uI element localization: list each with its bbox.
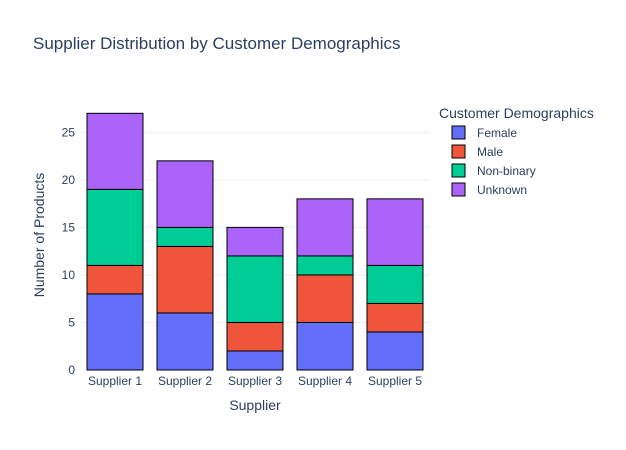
legend-swatch[interactable] xyxy=(451,163,466,178)
legend-title: Customer Demographics xyxy=(439,105,594,121)
bar-segment-non-binary xyxy=(296,255,354,276)
bar-segment-female xyxy=(296,321,354,371)
bars xyxy=(86,112,424,371)
y-tick-label: 10 xyxy=(62,268,76,282)
legend-label[interactable]: Male xyxy=(477,145,503,159)
legend-label[interactable]: Unknown xyxy=(477,183,527,197)
bar-segment-male xyxy=(86,264,144,295)
bar-segment-unknown xyxy=(366,198,424,266)
legend-swatch[interactable] xyxy=(451,182,466,197)
bar-segment-non-binary xyxy=(226,255,284,323)
bar-segment-male xyxy=(366,302,424,333)
bar-segment-male xyxy=(156,245,214,314)
bar-segment-female xyxy=(226,350,284,371)
legend-label[interactable]: Non-binary xyxy=(477,164,536,178)
x-axis-ticks: Supplier 1 Supplier 2 Supplier 3 Supplier 4… xyxy=(88,374,422,388)
bar-segment-female xyxy=(156,312,214,371)
y-tick-label: 5 xyxy=(68,315,75,329)
bar-segment-male xyxy=(296,274,354,323)
bar-segment-unknown xyxy=(226,226,284,257)
bar-segment-non-binary xyxy=(86,188,144,266)
y-axis-ticks: 0 5 10 15 20 25 xyxy=(62,125,76,377)
bar-segment-female xyxy=(86,293,144,371)
y-tick-label: 20 xyxy=(62,173,76,187)
y-tick-label: 25 xyxy=(62,125,76,139)
x-tick-label: Supplier 2 xyxy=(158,374,212,388)
legend-swatch[interactable] xyxy=(451,125,466,140)
x-tick-label: Supplier 5 xyxy=(368,374,422,388)
bar-segment-male xyxy=(226,321,284,352)
y-tick-label: 15 xyxy=(62,220,76,234)
y-axis-title: Number of Products xyxy=(31,173,47,298)
x-tick-label: Supplier 3 xyxy=(228,374,282,388)
bar-segment-non-binary xyxy=(156,226,214,247)
bar-segment-female xyxy=(366,331,424,371)
bar-segment-unknown xyxy=(86,112,144,190)
bar-segment-non-binary xyxy=(366,264,424,304)
bar-segment-unknown xyxy=(156,160,214,228)
legend: Customer Demographics Female Male Non-bina… xyxy=(439,105,594,197)
y-tick-label: 0 xyxy=(68,363,75,377)
bar-segment-unknown xyxy=(296,198,354,257)
chart-title: Supplier Distribution by Customer Demogr… xyxy=(33,34,401,53)
x-axis-title: Supplier xyxy=(229,397,281,413)
legend-swatch[interactable] xyxy=(451,144,466,159)
x-tick-label: Supplier 1 xyxy=(88,374,142,388)
legend-label[interactable]: Female xyxy=(477,126,517,140)
x-tick-label: Supplier 4 xyxy=(298,374,352,388)
